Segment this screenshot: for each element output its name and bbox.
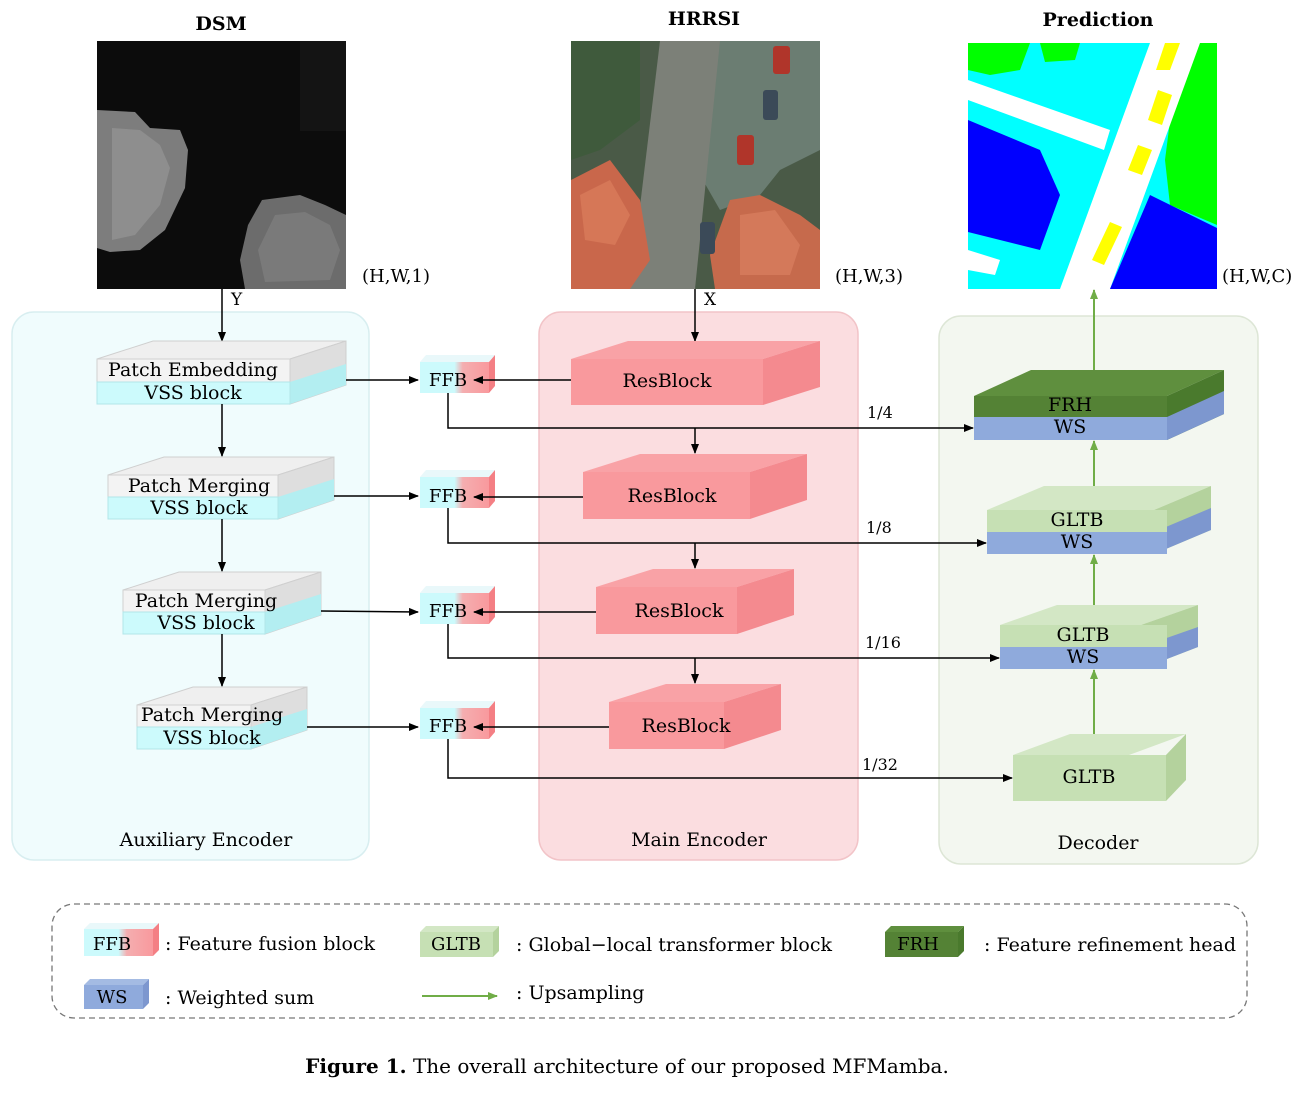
decoder-label: Decoder — [1057, 832, 1139, 854]
caption-label: Figure 1. — [305, 1054, 406, 1078]
prediction-shape-label: (H,W,C) — [1222, 266, 1292, 287]
scale-label-3: 1/16 — [865, 633, 901, 652]
ffb-4-label: FFB — [429, 716, 467, 737]
skip-connection-1 — [447, 393, 974, 432]
decoder-block-gltb-2: GLTB WS — [1000, 605, 1198, 669]
resblock-3: ResBlock — [596, 569, 794, 634]
legend-box — [51, 903, 1248, 1019]
legend-ws-text: : Weighted sum — [165, 987, 314, 1009]
ffb-2-label: FFB — [429, 486, 467, 507]
ffb-block-3: FFB — [420, 586, 495, 624]
resblock-4-label: ResBlock — [642, 715, 731, 737]
aux-block-4: Patch Merging VSS block — [136, 686, 308, 750]
legend-upsampling-text: : Upsampling — [516, 982, 644, 1004]
legend-upsampling: : Upsampling — [422, 982, 644, 1004]
ffb-block-4: FFB — [420, 701, 495, 739]
aux-block-2-bottom-label: VSS block — [149, 497, 248, 519]
ffb-block-2: FFB — [420, 470, 495, 508]
frh-ws-label: WS — [1054, 416, 1087, 438]
legend-frh-text: : Feature refinement head — [984, 934, 1236, 956]
aux-block-2-top-label: Patch Merging — [128, 475, 270, 497]
gltb-3-label: GLTB — [1063, 766, 1116, 788]
dsm-shape-label: (H,W,1) — [362, 266, 430, 287]
ffb-1-label: FFB — [429, 370, 467, 391]
hrrsi-title: HRRSI — [668, 8, 740, 30]
prediction-title: Prediction — [1043, 9, 1154, 31]
legend-ffb-text: : Feature fusion block — [165, 933, 376, 955]
aux-to-ffb-arrow-3 — [320, 607, 419, 616]
decoder-block-gltb-3: GLTB — [1013, 734, 1186, 801]
legend-gltb-symbol: GLTB — [431, 934, 481, 955]
ffb-block-1: FFB — [420, 355, 495, 393]
hrrsi-image — [571, 41, 820, 289]
legend-frh: FRH : Feature refinement head — [885, 926, 1236, 957]
resblock-1-label: ResBlock — [623, 370, 712, 392]
gltb-1-ws-label: WS — [1061, 531, 1094, 553]
aux-block-3-top-label: Patch Merging — [135, 590, 277, 612]
dsm-image — [97, 41, 346, 289]
aux-block-3: Patch Merging VSS block — [122, 571, 322, 635]
aux-block-1-bottom-label: VSS block — [143, 382, 242, 404]
aux-block-2: Patch Merging VSS block — [107, 456, 335, 520]
resblock-2: ResBlock — [583, 454, 807, 519]
dsm-symbol-label: Y — [230, 290, 243, 310]
scale-label-2: 1/8 — [866, 518, 892, 537]
aux-block-1-top-label: Patch Embedding — [108, 359, 278, 381]
decoder-panel — [938, 315, 1259, 865]
resblock-2-label: ResBlock — [628, 485, 717, 507]
decoder-block-gltb-1: GLTB WS — [987, 486, 1211, 554]
scale-label-1: 1/4 — [867, 403, 893, 422]
figure-caption: Figure 1. The overall architecture of ou… — [305, 1054, 949, 1078]
frh-label: FRH — [1048, 394, 1092, 416]
aux-block-4-bottom-label: VSS block — [162, 727, 261, 749]
skip-connection-3 — [447, 624, 1000, 662]
legend-ffb-symbol: FFB — [93, 934, 131, 955]
decoder-block-frh: FRH WS — [974, 370, 1224, 440]
skip-connection-2 — [447, 508, 987, 547]
prediction-image — [968, 43, 1217, 289]
ffb-3-label: FFB — [429, 601, 467, 622]
hrrsi-shape-label: (H,W,3) — [835, 266, 903, 287]
skip-connection-4 — [447, 739, 1013, 782]
scale-label-4: 1/32 — [862, 755, 898, 774]
legend-ws-symbol: WS — [97, 987, 128, 1008]
main-encoder-label: Main Encoder — [631, 829, 768, 851]
gltb-2-label: GLTB — [1057, 624, 1110, 646]
resblock-4: ResBlock — [609, 684, 781, 749]
aux-block-4-top-label: Patch Merging — [141, 704, 283, 726]
aux-block-1: Patch Embedding VSS block — [96, 340, 347, 405]
gltb-1-label: GLTB — [1051, 509, 1104, 531]
resblock-3-label: ResBlock — [635, 600, 724, 622]
resblock-1: ResBlock — [571, 341, 820, 405]
legend-frh-symbol: FRH — [897, 934, 939, 955]
legend-ws: WS : Weighted sum — [84, 979, 314, 1009]
auxiliary-encoder-label: Auxiliary Encoder — [119, 829, 294, 851]
legend-gltb-text: : Global−local transformer block — [516, 934, 833, 956]
dsm-title: DSM — [195, 13, 246, 35]
gltb-2-ws-label: WS — [1067, 646, 1100, 668]
legend-gltb: GLTB : Global−local transformer block — [420, 926, 833, 957]
legend-ffb: FFB : Feature fusion block — [84, 923, 376, 956]
aux-block-3-bottom-label: VSS block — [156, 612, 255, 634]
hrrsi-symbol-label: X — [704, 290, 717, 310]
caption-text: The overall architecture of our proposed… — [407, 1054, 949, 1078]
